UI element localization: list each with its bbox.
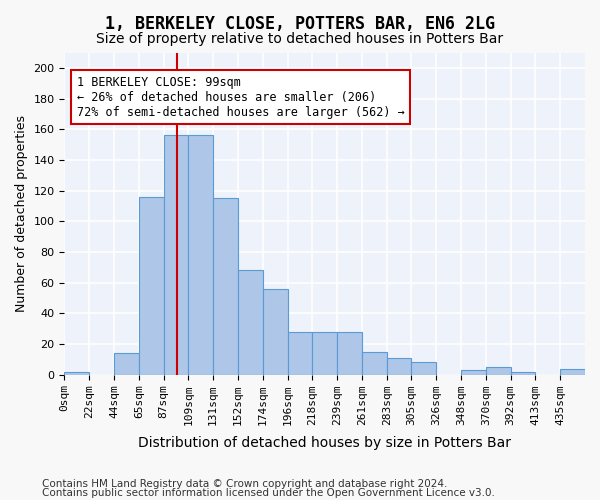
Y-axis label: Number of detached properties: Number of detached properties [15, 115, 28, 312]
Bar [461, 370, 486, 374]
Bar [337, 332, 362, 374]
Bar [313, 332, 337, 374]
Bar [386, 358, 412, 374]
Text: Contains HM Land Registry data © Crown copyright and database right 2024.: Contains HM Land Registry data © Crown c… [42, 479, 448, 489]
Bar [486, 367, 511, 374]
X-axis label: Distribution of detached houses by size in Potters Bar: Distribution of detached houses by size … [138, 436, 511, 450]
Bar [362, 352, 386, 374]
Bar [64, 372, 89, 374]
Bar [188, 136, 213, 374]
Text: 1, BERKELEY CLOSE, POTTERS BAR, EN6 2LG: 1, BERKELEY CLOSE, POTTERS BAR, EN6 2LG [105, 15, 495, 33]
Text: 1 BERKELEY CLOSE: 99sqm
← 26% of detached houses are smaller (206)
72% of semi-d: 1 BERKELEY CLOSE: 99sqm ← 26% of detache… [77, 76, 404, 118]
Bar [164, 136, 188, 374]
Bar [114, 353, 139, 374]
Bar [287, 332, 313, 374]
Bar [213, 198, 238, 374]
Text: Contains public sector information licensed under the Open Government Licence v3: Contains public sector information licen… [42, 488, 495, 498]
Bar [560, 368, 585, 374]
Bar [139, 196, 164, 374]
Bar [238, 270, 263, 374]
Bar [511, 372, 535, 374]
Bar [263, 289, 287, 374]
Bar [412, 362, 436, 374]
Text: Size of property relative to detached houses in Potters Bar: Size of property relative to detached ho… [97, 32, 503, 46]
